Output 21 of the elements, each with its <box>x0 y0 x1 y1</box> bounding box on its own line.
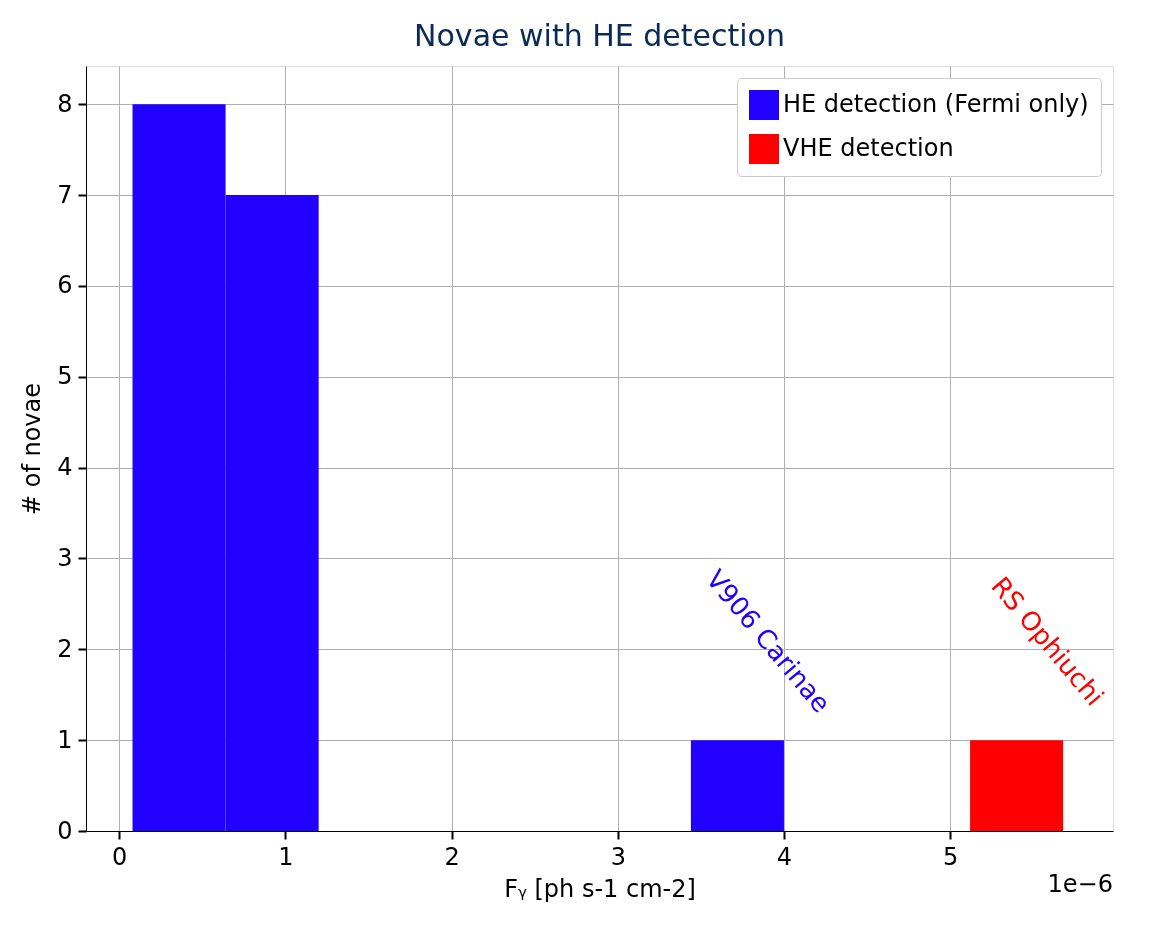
x-tick-label: 1 <box>278 842 294 871</box>
x-tick-label: 5 <box>943 842 959 871</box>
y-tick-label: 7 <box>57 180 73 209</box>
y-tick-label: 8 <box>57 89 73 118</box>
x-axis-title: Fᵧ [ph s-1 cm-2] <box>504 874 696 903</box>
x-tick-label: 0 <box>112 842 128 871</box>
legend-label: HE detection (Fermi only) <box>783 90 1089 118</box>
y-axis-title: # of novae <box>18 382 47 516</box>
y-tick-label: 0 <box>57 816 73 845</box>
x-tick-label: 4 <box>776 842 793 871</box>
text: 1e−6 <box>1047 870 1113 898</box>
y-tick-label: 6 <box>57 271 73 300</box>
chart-title: Novae with HE detection <box>414 18 785 53</box>
y-tick-label: 4 <box>57 453 73 482</box>
y-tick-label: 2 <box>57 634 73 663</box>
x-tick-label: 2 <box>444 842 460 871</box>
y-tick-label: 3 <box>57 543 73 572</box>
legend-label: VHE detection <box>783 134 954 162</box>
y-tick-label: 1 <box>57 725 73 754</box>
x-tick-label: 3 <box>610 842 626 871</box>
y-tick-label: 5 <box>57 362 73 391</box>
